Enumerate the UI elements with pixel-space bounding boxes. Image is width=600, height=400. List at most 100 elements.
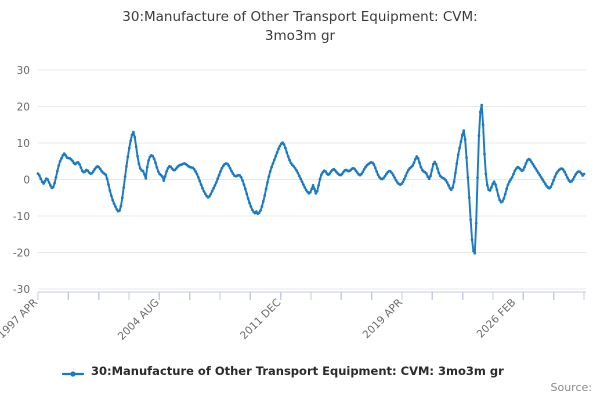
series-data-point	[299, 177, 302, 181]
series-data-point	[165, 170, 168, 173]
series-data-point	[314, 192, 318, 195]
series-data-point	[144, 177, 148, 180]
series-data-point	[430, 168, 434, 172]
series-data-point	[166, 166, 170, 170]
series-data-point	[90, 171, 94, 175]
series-data-point	[203, 192, 207, 196]
series-data-point	[431, 162, 435, 166]
series-data-point	[476, 176, 479, 180]
series-data-point	[434, 162, 438, 166]
series-data-point	[310, 187, 314, 191]
series-data-point	[317, 183, 320, 187]
series-data-point	[49, 183, 52, 187]
series-data-point	[372, 163, 376, 166]
series-data-point	[521, 168, 525, 172]
series-data-point	[474, 221, 478, 225]
series-data-point	[502, 197, 506, 200]
series-data-point	[51, 185, 55, 189]
series-data-point	[445, 181, 449, 184]
x-axis-tick-label: 2019 APR	[361, 297, 405, 341]
series-data-point	[278, 144, 282, 148]
series-data-point	[455, 162, 459, 165]
series-data-point	[250, 208, 254, 212]
series-data-point	[541, 178, 544, 181]
series-data-point	[582, 172, 586, 176]
series-data-point	[161, 175, 164, 178]
series-data-point	[318, 177, 322, 181]
series-data-point	[231, 172, 235, 176]
chart-legend[interactable]: 30:Manufacture of Other Transport Equipm…	[61, 364, 504, 378]
series-data-point	[458, 146, 461, 150]
series-data-point	[192, 167, 196, 171]
series-data-point	[411, 164, 414, 167]
series-data-point	[429, 174, 432, 178]
series-data-point	[463, 138, 467, 141]
series-data-point	[162, 179, 166, 182]
series-data-point	[57, 164, 61, 167]
series-data-point	[292, 165, 296, 168]
series-data-point	[553, 175, 557, 178]
series-data-point	[288, 158, 291, 162]
series-data-point	[496, 194, 500, 197]
series-data-point	[315, 189, 319, 193]
series-data-point	[122, 186, 126, 189]
series-data-point	[391, 173, 395, 177]
series-data-point	[462, 129, 466, 132]
series-data-point	[485, 183, 489, 187]
series-data-point	[481, 123, 485, 127]
series-data-point	[136, 154, 139, 158]
series-data-point	[531, 162, 535, 166]
series-data-point	[230, 169, 233, 173]
y-axis-tick-label: 30	[17, 65, 30, 77]
series-data-point	[510, 175, 514, 179]
series-data-point	[492, 180, 496, 184]
series-data-point	[550, 182, 554, 186]
series-data-point	[105, 177, 109, 181]
series-data-point	[566, 176, 569, 180]
series-data-point	[506, 183, 510, 186]
series-data-point	[47, 181, 51, 184]
series-data-point	[267, 175, 271, 178]
series-data-point	[373, 166, 377, 170]
series-data-point	[509, 178, 513, 181]
series-data-point	[470, 238, 474, 242]
series-data-point	[143, 173, 146, 176]
series-data-point	[340, 172, 344, 176]
series-data-point	[465, 156, 468, 159]
series-data-point	[228, 166, 232, 170]
series-data-point	[473, 251, 477, 255]
series-data-point	[444, 178, 448, 182]
series-data-point	[561, 168, 565, 171]
series-data-point	[495, 188, 499, 192]
series-data-point	[513, 169, 517, 173]
series-data-point	[355, 171, 359, 174]
series-data-point	[246, 197, 250, 200]
series-data-point	[490, 186, 493, 189]
series-data-point	[42, 182, 45, 185]
series-data-point	[270, 165, 273, 169]
series-data-point	[62, 152, 66, 155]
series-data-point	[539, 175, 543, 179]
y-axis-tick-label: -20	[13, 247, 30, 259]
series-data-point	[503, 192, 507, 196]
series-data-point	[91, 170, 95, 173]
series-data-point	[293, 166, 297, 170]
series-data-point	[498, 198, 502, 202]
series-data-point	[416, 156, 420, 160]
series-data-point	[488, 189, 492, 192]
series-data-point	[198, 179, 202, 183]
series-data-point	[219, 170, 222, 173]
series-data-point	[214, 181, 218, 184]
series-data-point	[405, 171, 409, 174]
series-data-point	[537, 171, 540, 175]
series-data-point	[390, 171, 394, 175]
series-data-point	[39, 177, 43, 181]
series-data-point	[111, 198, 114, 202]
series-data-point	[38, 174, 41, 177]
series-data-point	[286, 155, 290, 158]
x-axis-tick-labels: 1997 APR 2004 AUG 2011 DEC 2019 APR 2026 FEB	[0, 297, 518, 343]
series-data-point	[296, 171, 300, 175]
series-data-point	[572, 175, 576, 179]
series-data-point	[163, 174, 167, 178]
